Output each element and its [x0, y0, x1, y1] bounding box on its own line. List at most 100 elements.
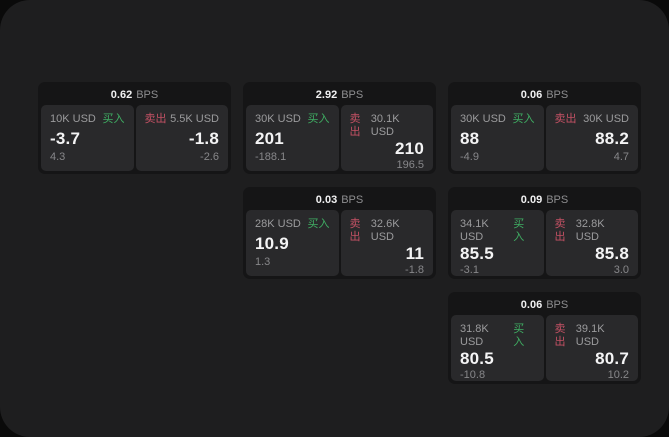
buy-size: 31.8K USD [460, 323, 489, 348]
quote-panels: 28K USD 买入 10.9 1.3 卖出 32.6K USD 11 -1.8 [246, 210, 433, 276]
bps-unit-label: BPS [341, 89, 364, 101]
bps-value: 2.92 [315, 89, 338, 101]
buy-size: 30K USD [460, 113, 506, 125]
sell-price: 85.8 [595, 244, 629, 263]
buy-quote-panel[interactable]: 30K USD 买入 88 -4.9 [451, 105, 544, 171]
quote-card: 0.09 BPS 34.1K USD 买入 85.5 -3.1 卖出 32.8K… [448, 187, 641, 279]
buy-quote-panel[interactable]: 30K USD 买入 201 -188.1 [246, 105, 339, 171]
buy-delta: 4.3 [50, 151, 66, 163]
sell-price: -1.8 [188, 128, 219, 148]
card-header: 0.03 BPS [246, 190, 433, 210]
sell-price: 88.2 [595, 128, 629, 148]
sell-size: 30.1K USD [370, 113, 400, 138]
buy-top-row: 28K USD 买入 [255, 218, 330, 231]
buy-side-label: 买入 [307, 218, 330, 230]
bps-unit-label: BPS [546, 89, 569, 101]
buy-top-row: 10K USD 买入 [50, 113, 125, 126]
buy-quote-panel[interactable]: 31.8K USD 买入 80.5 -10.8 [451, 315, 544, 381]
quote-panels: 31.8K USD 买入 80.5 -10.8 卖出 39.1K USD 80.… [451, 315, 638, 381]
card-header: 0.06 BPS [451, 85, 638, 105]
buy-top-row: 30K USD 买入 [460, 113, 535, 126]
sell-top-row: 卖出 32.8K USD [555, 218, 630, 244]
sell-price: 11 [405, 244, 424, 263]
sell-size: 39.1K USD [575, 323, 605, 348]
sell-price: 80.7 [595, 349, 629, 368]
sell-delta: 10.2 [607, 369, 629, 381]
bps-unit-label: BPS [546, 299, 569, 311]
buy-side-label: 买入 [513, 323, 525, 348]
sell-top-row: 卖出 32.6K USD [350, 218, 425, 244]
bps-value: 0.06 [520, 299, 543, 311]
sell-delta: -1.8 [405, 264, 424, 276]
sell-side-label: 卖出 [349, 218, 361, 243]
buy-price: 201 [255, 128, 284, 148]
buy-size: 10K USD [50, 113, 96, 125]
sell-price: 210 [395, 139, 424, 158]
buy-size: 34.1K USD [460, 218, 489, 243]
sell-size: 30K USD [583, 113, 629, 125]
buy-top-row: 31.8K USD 买入 [460, 323, 535, 349]
sell-top-row: 卖出 5.5K USD [145, 113, 220, 126]
quote-card: 0.06 BPS 31.8K USD 买入 80.5 -10.8 卖出 39.1… [448, 292, 641, 384]
buy-top-row: 30K USD 买入 [255, 113, 330, 126]
buy-quote-panel[interactable]: 10K USD 买入 -3.7 4.3 [41, 105, 134, 171]
quote-card: 0.06 BPS 30K USD 买入 88 -4.9 卖出 30K USD 8… [448, 82, 641, 174]
buy-price: 80.5 [460, 349, 494, 368]
quote-panels: 30K USD 买入 88 -4.9 卖出 30K USD 88.2 4.7 [451, 105, 638, 171]
sell-delta: 3.0 [613, 264, 629, 276]
bps-value: 0.62 [110, 89, 133, 101]
quote-card: 2.92 BPS 30K USD 买入 201 -188.1 卖出 30.1K … [243, 82, 436, 174]
sell-quote-panel[interactable]: 卖出 30K USD 88.2 4.7 [545, 105, 638, 171]
bps-unit-label: BPS [136, 89, 159, 101]
sell-side-label: 卖出 [144, 113, 167, 125]
buy-delta: -188.1 [255, 151, 287, 163]
sell-quote-panel[interactable]: 卖出 39.1K USD 80.7 10.2 [545, 315, 638, 381]
buy-size: 30K USD [255, 113, 301, 125]
sell-delta: 196.5 [396, 159, 424, 171]
buy-size: 28K USD [255, 218, 301, 230]
sell-delta: -2.6 [200, 151, 219, 163]
bps-unit-label: BPS [341, 194, 364, 206]
buy-price: 88 [460, 128, 480, 148]
buy-side-label: 买入 [512, 113, 535, 125]
sell-quote-panel[interactable]: 卖出 32.6K USD 11 -1.8 [340, 210, 433, 276]
sell-size: 32.8K USD [575, 218, 605, 243]
sell-side-label: 卖出 [554, 113, 577, 125]
buy-delta: -10.8 [460, 369, 486, 381]
buy-delta: -3.1 [460, 264, 479, 276]
sell-size: 32.6K USD [370, 218, 400, 243]
quote-cards-grid: 0.62 BPS 10K USD 买入 -3.7 4.3 卖出 5.5K USD… [38, 82, 641, 384]
sell-quote-panel[interactable]: 卖出 5.5K USD -1.8 -2.6 [135, 105, 228, 171]
buy-quote-panel[interactable]: 34.1K USD 买入 85.5 -3.1 [451, 210, 544, 276]
sell-top-row: 卖出 30K USD [555, 113, 630, 126]
buy-side-label: 买入 [102, 113, 125, 125]
card-header: 2.92 BPS [246, 85, 433, 105]
buy-price: 85.5 [460, 244, 494, 263]
card-header: 0.09 BPS [451, 190, 638, 210]
sell-size: 5.5K USD [170, 113, 219, 125]
buy-quote-panel[interactable]: 28K USD 买入 10.9 1.3 [246, 210, 339, 276]
sell-top-row: 卖出 30.1K USD [350, 113, 425, 139]
sell-side-label: 卖出 [554, 218, 566, 243]
quote-panels: 30K USD 买入 201 -188.1 卖出 30.1K USD 210 1… [246, 105, 433, 171]
quote-card: 0.03 BPS 28K USD 买入 10.9 1.3 卖出 32.6K US… [243, 187, 436, 279]
sell-side-label: 卖出 [349, 113, 361, 138]
bps-value: 0.03 [315, 194, 338, 206]
sell-quote-panel[interactable]: 卖出 30.1K USD 210 196.5 [340, 105, 433, 171]
card-header: 0.62 BPS [41, 85, 228, 105]
quote-panels: 10K USD 买入 -3.7 4.3 卖出 5.5K USD -1.8 -2.… [41, 105, 228, 171]
buy-side-label: 买入 [513, 218, 525, 243]
buy-delta: 1.3 [255, 256, 271, 268]
sell-quote-panel[interactable]: 卖出 32.8K USD 85.8 3.0 [545, 210, 638, 276]
bps-unit-label: BPS [546, 194, 569, 206]
buy-side-label: 买入 [307, 113, 330, 125]
buy-price: 10.9 [255, 233, 289, 253]
quote-panels: 34.1K USD 买入 85.5 -3.1 卖出 32.8K USD 85.8… [451, 210, 638, 276]
bps-value: 0.09 [520, 194, 543, 206]
buy-top-row: 34.1K USD 买入 [460, 218, 535, 244]
sell-top-row: 卖出 39.1K USD [555, 323, 630, 349]
buy-price: -3.7 [50, 128, 81, 148]
card-header: 0.06 BPS [451, 295, 638, 315]
sell-side-label: 卖出 [554, 323, 566, 348]
